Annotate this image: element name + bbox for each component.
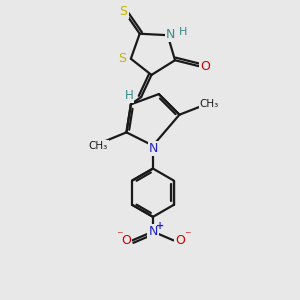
- Text: N: N: [166, 28, 175, 41]
- Text: ⁻: ⁻: [116, 229, 122, 242]
- Text: N: N: [148, 225, 158, 238]
- Text: S: S: [118, 52, 127, 65]
- Text: O: O: [200, 60, 210, 73]
- Text: ⁻: ⁻: [184, 229, 191, 242]
- Text: CH₃: CH₃: [200, 99, 219, 110]
- Text: O: O: [121, 235, 131, 248]
- Text: +: +: [156, 221, 164, 231]
- Text: O: O: [175, 235, 185, 248]
- Text: CH₃: CH₃: [89, 141, 108, 151]
- Text: H: H: [179, 27, 187, 37]
- Text: S: S: [119, 4, 128, 18]
- Text: N: N: [148, 142, 158, 155]
- Text: H: H: [124, 89, 133, 102]
